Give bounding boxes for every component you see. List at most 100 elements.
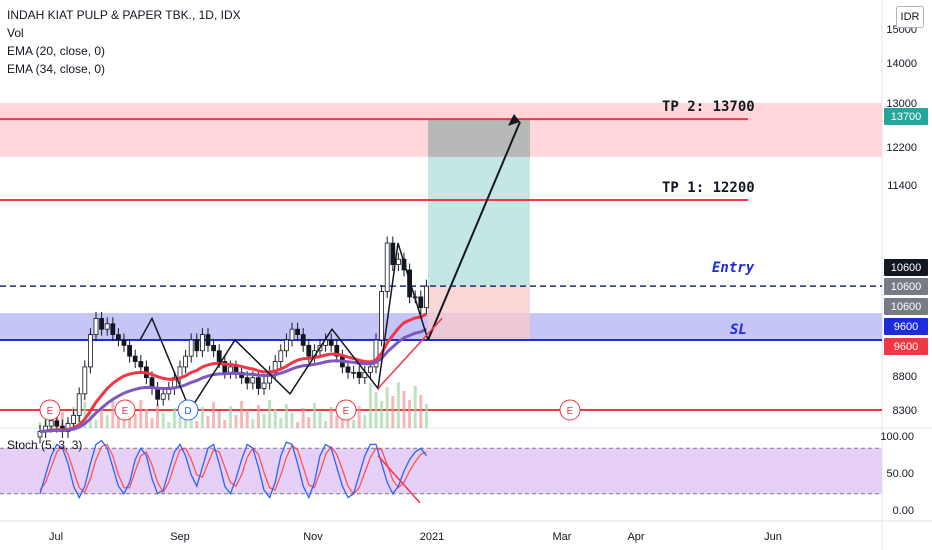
candle-body [233, 366, 239, 373]
candle-body [306, 344, 312, 357]
volume-bar [139, 400, 143, 428]
candle-body [37, 431, 43, 438]
candle-body [199, 334, 205, 352]
stoch-k-line [39, 439, 427, 500]
legend-ema34: EMA (34, close, 0) [7, 62, 106, 76]
candle-body [300, 334, 306, 346]
price-tick: 8800 [893, 371, 917, 383]
event-marker-label: E [47, 406, 54, 417]
entry-label: Entry [712, 260, 755, 276]
volume-bar [307, 417, 311, 428]
candle-body [250, 377, 256, 384]
legend-vol: Vol [7, 26, 24, 40]
volume-bar [122, 419, 126, 428]
target-box-overlap [428, 119, 530, 157]
candle-body [188, 339, 194, 357]
tp1-label: TP 1: 12200 [662, 180, 755, 196]
candle-body [121, 339, 127, 346]
volume-bar [195, 421, 199, 428]
price-label: 9600 [894, 341, 918, 353]
candle-body [54, 420, 60, 427]
volume-bar [391, 396, 395, 428]
volume-bar [116, 410, 120, 428]
volume-bar [223, 420, 227, 428]
price-tick: 8300 [893, 405, 917, 417]
volume-bar [200, 407, 204, 428]
candle-body [99, 318, 104, 330]
candle-body [328, 339, 334, 346]
candle-body [227, 366, 233, 373]
volume-bar [234, 415, 238, 428]
candle-body [88, 334, 93, 368]
price-label-bg [884, 259, 928, 276]
volume-bar [228, 406, 232, 428]
time-tick: Mar [553, 531, 572, 543]
tp2-label: TP 2: 13700 [662, 99, 755, 115]
chart-legend: INDAH KIAT PULP & PAPER TBK., 1D, IDX Vo… [7, 6, 241, 78]
volume-bar [284, 404, 288, 428]
price-label-bg [884, 278, 928, 295]
price-label: 9600 [894, 321, 918, 333]
price-label-bg [884, 108, 928, 125]
volume-bar [161, 413, 165, 428]
volume-bar [100, 406, 104, 428]
trend-line [377, 317, 443, 389]
candle-body [183, 355, 189, 368]
volume-bar [156, 404, 160, 428]
volume-bar [408, 400, 412, 428]
price-label: 10600 [891, 262, 922, 274]
volume-bar [279, 418, 283, 428]
volume-bar [301, 408, 305, 428]
volume-bar [245, 410, 249, 428]
price-label-bg [884, 298, 928, 315]
candle-body [395, 258, 401, 265]
price-tick: 12200 [886, 142, 917, 154]
volume-bar [256, 405, 260, 428]
event-marker-label: E [567, 406, 574, 417]
volume-bar [94, 420, 98, 428]
candle-body [244, 377, 250, 384]
volume-bar [374, 392, 378, 428]
candle-body [110, 323, 116, 335]
candle-body [345, 366, 351, 373]
time-tick: 2021 [420, 531, 444, 543]
candle-body [216, 350, 222, 362]
candle-body [48, 420, 54, 427]
candle-body [211, 344, 217, 352]
candle-body [367, 366, 373, 373]
volume-bar [290, 413, 294, 428]
candle-body [418, 296, 424, 309]
candle-body [71, 414, 76, 424]
stoch-tick: 50.00 [886, 468, 914, 480]
time-tick: Jun [764, 531, 782, 543]
volume-bar [419, 395, 423, 428]
volume-bar [318, 412, 322, 428]
pattern-zigzag [139, 242, 429, 412]
legend-ema20: EMA (20, close, 0) [7, 44, 106, 58]
volume-bar [150, 418, 154, 428]
time-tick: Nov [303, 531, 323, 543]
event-marker-label: D [184, 406, 191, 417]
price-tick: 11400 [887, 180, 917, 192]
ema20-line [39, 312, 428, 433]
volume-bar [368, 383, 372, 428]
symbol-title: INDAH KIAT PULP & PAPER TBK., 1D, IDX [7, 8, 241, 22]
volume-bar [329, 407, 333, 428]
candle-body [93, 318, 99, 335]
stoch-legend: Stoch (5, 3, 3) [7, 438, 83, 452]
time-tick: Sep [170, 531, 190, 543]
candle-body [289, 328, 295, 341]
event-marker [559, 399, 581, 421]
volume-bar [83, 402, 87, 428]
price-label: 10600 [891, 301, 922, 313]
volume-bar [206, 416, 210, 428]
price-tick: 14000 [886, 58, 917, 70]
candle-body [373, 339, 379, 368]
candle-body [132, 355, 138, 362]
time-tick: Jul [49, 531, 63, 543]
stoch-tick: 100.00 [880, 431, 914, 443]
volume-bar [133, 414, 137, 428]
volume-bar [380, 401, 384, 428]
currency-badge[interactable]: IDR [896, 6, 924, 28]
